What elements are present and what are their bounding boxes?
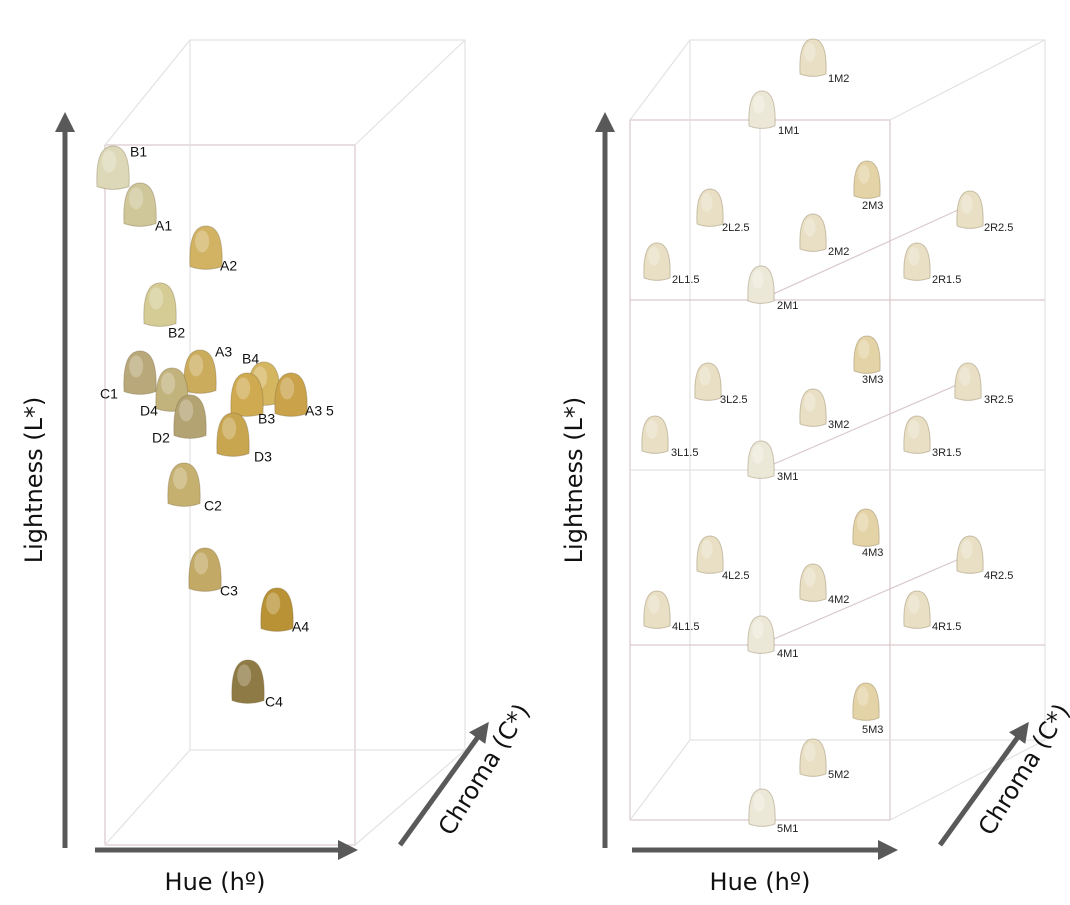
tab-highlight [194, 552, 208, 574]
axis-label: Chroma (C*) [433, 699, 536, 840]
tab-highlight [102, 150, 116, 172]
shade-label: 2M3 [862, 200, 883, 212]
shade-label: 2M1 [777, 300, 798, 312]
tab-highlight [858, 340, 869, 359]
shade-label: 3L1.5 [671, 447, 699, 459]
shade-label: 2R1.5 [932, 274, 961, 286]
tab-highlight [961, 195, 972, 214]
shade-label: B3 [258, 411, 275, 427]
shade-label: A3 [215, 344, 232, 360]
tab-highlight [753, 793, 764, 812]
shade-label: 4L2.5 [722, 570, 750, 582]
shade-label: 2R2.5 [984, 222, 1013, 234]
shade-label: 3R2.5 [984, 394, 1013, 406]
tab-highlight [804, 218, 815, 237]
axis-label: Hue (hº) [165, 868, 266, 896]
tab-highlight [179, 399, 193, 421]
tab-highlight [222, 417, 236, 439]
shade-label: 3M1 [777, 471, 798, 483]
shade-label: A4 [292, 619, 309, 635]
tab-highlight [173, 467, 187, 489]
tab-highlight [646, 420, 657, 439]
tab-highlight [961, 540, 972, 559]
tab-highlight [701, 540, 712, 559]
tab-highlight [908, 595, 919, 614]
tab-highlight [648, 247, 659, 266]
shade-label: 5M1 [777, 823, 798, 835]
shade-label: D3 [254, 449, 272, 465]
tab-highlight [908, 420, 919, 439]
shade-label: 2L1.5 [672, 274, 700, 286]
shade-label: 4R1.5 [932, 621, 961, 633]
tab-highlight [236, 377, 250, 399]
tab-highlight [804, 743, 815, 762]
diagram: Lightness (L*) Hue (hº) Chroma (C*) Ligh… [0, 0, 1070, 905]
tab-highlight [753, 95, 764, 114]
tab-highlight [908, 247, 919, 266]
shade-label: 3M3 [862, 374, 883, 386]
tab-highlight [266, 592, 280, 614]
tab-highlight [752, 620, 763, 639]
tab-highlight [701, 193, 712, 212]
shade-label: 4M3 [862, 547, 883, 559]
shade-label: B1 [130, 144, 147, 160]
shade-label: A2 [220, 258, 237, 274]
shade-label: 5M3 [862, 724, 883, 736]
shade-label: 2L2.5 [722, 222, 750, 234]
axis-label: Hue (hº) [710, 868, 811, 896]
shade-label: 3L2.5 [720, 394, 748, 406]
axis-label: Lightness (L*) [560, 397, 588, 564]
shade-label: C3 [220, 583, 238, 599]
shade-label: 3M2 [828, 419, 849, 431]
shade-label: 2M2 [828, 246, 849, 258]
shade-label: D2 [152, 430, 170, 446]
shade-label: A1 [155, 218, 172, 234]
shade-label: B4 [242, 351, 259, 367]
shade-label: 4R2.5 [984, 570, 1013, 582]
tab-highlight [195, 230, 209, 252]
shade-label: 1M1 [778, 125, 799, 137]
tab-highlight [752, 270, 763, 289]
shade-label: B2 [168, 325, 185, 341]
shade-label: 4L1.5 [672, 621, 700, 633]
tab-highlight [189, 354, 203, 376]
tab-highlight [280, 377, 294, 399]
tab-highlight [161, 372, 175, 394]
tab-highlight [804, 568, 815, 587]
shade-label: A3 5 [305, 403, 334, 419]
tab-highlight [804, 43, 815, 62]
shade-label: C1 [100, 386, 118, 402]
shade-label: 4M2 [828, 594, 849, 606]
shade-label: C2 [204, 498, 222, 514]
shade-tabs: B1 A1 A2 B2 A3 B4 C1 D4 B3 A3 5 D2 D3 C2 C3 A4 C4 1M2 1M1… [97, 39, 1014, 835]
tab-highlight [858, 165, 869, 184]
axis-label: Lightness (L*) [20, 397, 48, 564]
tab-highlight [149, 287, 163, 309]
tab-highlight [237, 664, 251, 686]
shade-label: D4 [140, 403, 158, 419]
shade-label: C4 [265, 694, 283, 710]
tab-highlight [129, 187, 143, 209]
shade-label: 4M1 [777, 648, 798, 660]
tab-highlight [752, 445, 763, 464]
tab-highlight [959, 367, 970, 386]
tab-highlight [648, 595, 659, 614]
tab-highlight [857, 687, 868, 706]
tab-highlight [129, 355, 143, 377]
shade-label: 1M2 [828, 73, 849, 85]
tab-highlight [699, 367, 710, 386]
shade-label: 3R1.5 [932, 447, 961, 459]
tab-highlight [857, 513, 868, 532]
tab-highlight [804, 393, 815, 412]
shade-label: 5M2 [828, 769, 849, 781]
